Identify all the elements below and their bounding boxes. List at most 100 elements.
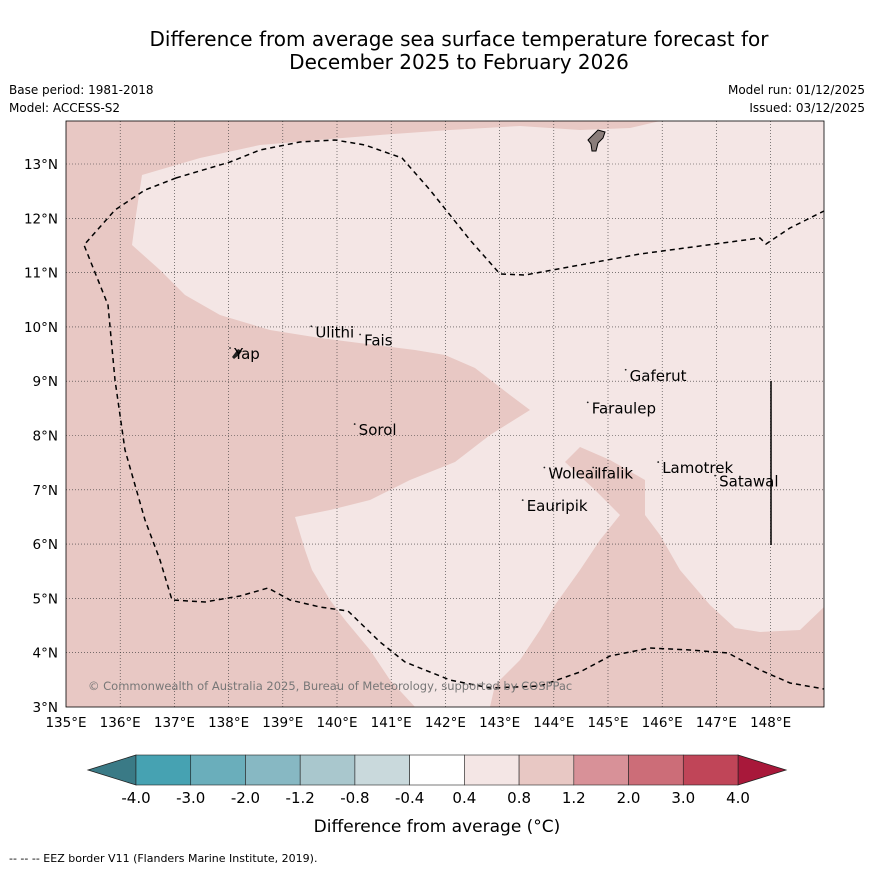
colorbar-bin [190, 754, 246, 786]
lon-tick-label: 146°E [642, 715, 683, 731]
colorbar-bin [628, 754, 684, 786]
map-panel: Ulithi Fais Yap Gaferut Faraulep Sorol WoleaiI… [65, 120, 825, 708]
lon-tick-label: 142°E [425, 715, 466, 731]
map-frame [65, 120, 825, 708]
lat-tick-label: 5°N [33, 591, 58, 607]
colorbar-label: Difference from average (°C) [314, 817, 561, 837]
issued-date: Issued: 03/12/2025 [749, 101, 865, 115]
lon-tick-label: 148°E [750, 715, 791, 731]
lat-tick-label: 4°N [33, 646, 58, 662]
colorbar-bin [354, 754, 410, 786]
place-fais: Fais [359, 331, 393, 349]
lat-tick-label: 10°N [24, 320, 58, 336]
colorbar-tick-label: -2.0 [231, 789, 260, 807]
place-marker [521, 499, 524, 501]
copyright-text: © Commonwealth of Australia 2025, Bureau… [88, 679, 572, 693]
colorbar-tick-label: 0.4 [452, 789, 476, 807]
lat-tick-label: 13°N [24, 157, 58, 173]
eez-border-north [175, 139, 825, 276]
colorbar-tick-label: 0.8 [507, 789, 531, 807]
place-label: Sorol [359, 421, 397, 439]
colorbar-bin [299, 754, 356, 786]
meta-right: Model run: 01/12/2025 Issued: 03/12/2025 [728, 81, 865, 117]
colorbar-tick-label: -4.0 [121, 789, 150, 807]
place-ulithi: Ulithi [310, 323, 354, 341]
place-label: Gaferut [630, 367, 687, 385]
colorbar-bin [135, 754, 192, 786]
yap-island [232, 349, 242, 359]
lat-tick-label: 3°N [33, 700, 58, 716]
lon-tick-label: 144°E [533, 715, 574, 731]
lat-tick-label: 9°N [33, 374, 58, 390]
lon-tick-label: 141°E [371, 715, 412, 731]
colorbar-tick-label: 1.2 [562, 789, 586, 807]
lon-tick-label: 139°E [262, 715, 303, 731]
colorbar-bin [573, 754, 629, 786]
lat-tick-label: 7°N [33, 483, 58, 499]
colorbar-tick-label: -0.8 [340, 789, 369, 807]
eez-border-west [83, 177, 825, 690]
place-label: Ifalik [597, 465, 633, 483]
place-sorol: Sorol [353, 421, 397, 439]
chart-title: Difference from average sea surface temp… [0, 28, 873, 74]
place-label: Faraulep [592, 399, 656, 417]
place-labels: Ulithi Fais Yap Gaferut Faraulep Sorol WoleaiI… [229, 323, 779, 515]
place-faraulep: Faraulep [586, 399, 656, 417]
place-label: Ulithi [315, 323, 354, 341]
place-marker [359, 333, 361, 336]
lon-tick-label: 145°E [587, 715, 628, 731]
place-gaferut: Gaferut [624, 367, 687, 385]
colorbar-tick-label: -0.4 [395, 789, 424, 807]
place-label: Yap [233, 345, 260, 363]
axis-labels: 135°E 136°E 137°E 138°E 139°E 140°E 141°E 142°E… [24, 157, 791, 731]
place-label: Fais [364, 331, 393, 349]
colorbar-bin [682, 754, 739, 786]
place-lamotrek: Lamotrek [657, 459, 733, 477]
place-yap: Yap [229, 345, 260, 363]
lat-tick-label: 11°N [24, 266, 58, 282]
meta-left: Base period: 1981-2018 Model: ACCESS-S2 [9, 81, 154, 117]
base-period: Base period: 1981-2018 [9, 83, 154, 97]
place-marker [310, 325, 313, 328]
place-marker [229, 347, 231, 349]
colorbar: -4.0 -3.0 -2.0 -1.2 -0.8 -0.4 0.4 0.8 1.2 2.0 3.0 4… [86, 754, 788, 807]
colorbar-tick-label: -1.2 [286, 789, 315, 807]
colorbar-over-arrow [737, 754, 788, 786]
anomaly-region-light [132, 121, 824, 707]
place-satawal: Satawal [714, 473, 779, 491]
place-marker [543, 466, 546, 469]
place-label: Lamotrek [662, 459, 733, 477]
colorbar-under-arrow [86, 754, 137, 786]
lon-tick-label: 138°E [208, 715, 249, 731]
footer-note: -- -- -- EEZ border V11 (Flanders Marine… [9, 852, 318, 865]
lon-tick-label: 147°E [696, 715, 737, 731]
place-marker [592, 466, 595, 469]
place-label: Woleai [548, 465, 598, 483]
model-name: Model: ACCESS-S2 [9, 101, 121, 115]
lat-tick-label: 8°N [33, 429, 58, 445]
lat-tick-label: 12°N [24, 211, 58, 227]
place-label: Satawal [719, 473, 778, 491]
guam-island [587, 129, 606, 152]
graticule [66, 121, 824, 707]
colorbar-tick-label: 3.0 [671, 789, 695, 807]
lon-tick-label: 136°E [100, 715, 141, 731]
model-run: Model run: 01/12/2025 [727, 83, 865, 97]
place-ifalik: Ifalik [592, 465, 633, 483]
lon-tick-label: 137°E [154, 715, 195, 731]
lon-tick-label: 143°E [479, 715, 520, 731]
place-marker [714, 474, 717, 477]
place-marker [586, 401, 589, 404]
lon-tick-label: 135°E [45, 715, 86, 731]
place-woleai: Woleai [543, 465, 598, 483]
place-marker [657, 461, 660, 463]
place-eauripik: Eauripik [521, 497, 588, 515]
lon-tick-label: 140°E [316, 715, 357, 731]
title-line-1: Difference from average sea surface temp… [149, 27, 769, 51]
place-marker [353, 423, 356, 425]
colorbar-tick-label: 4.0 [726, 789, 750, 807]
colorbar-tick-label: 2.0 [617, 789, 641, 807]
colorbar-tick-label: -3.0 [176, 789, 205, 807]
place-marker [624, 368, 627, 371]
